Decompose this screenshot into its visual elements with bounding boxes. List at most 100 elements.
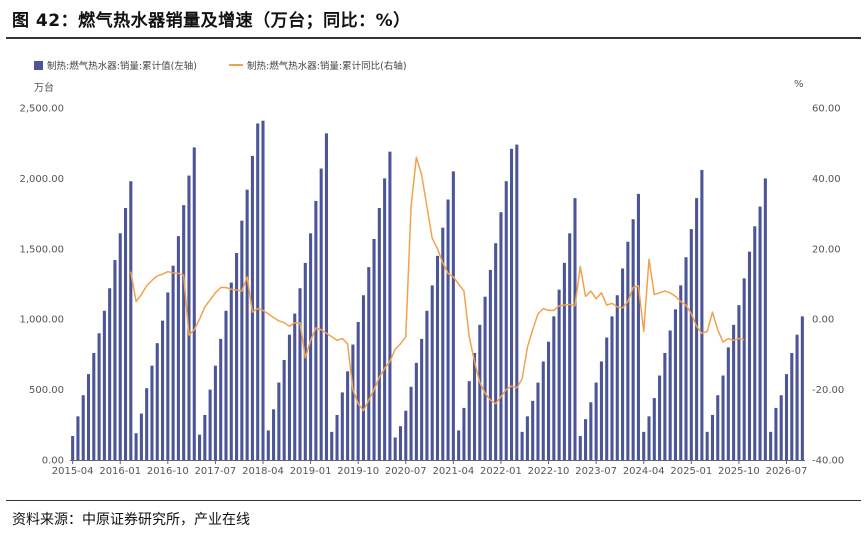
bar xyxy=(451,171,455,461)
bar xyxy=(441,227,445,460)
bar xyxy=(324,133,328,460)
x-tick-label: 2019-01 xyxy=(290,466,332,477)
bar xyxy=(568,233,572,460)
bar xyxy=(446,199,450,460)
bar xyxy=(134,433,138,460)
bar xyxy=(86,374,91,460)
bar xyxy=(716,395,720,460)
bar xyxy=(76,416,80,460)
bar xyxy=(631,219,635,460)
bar xyxy=(621,268,625,460)
bar xyxy=(129,181,133,460)
bar xyxy=(747,251,752,460)
bar xyxy=(139,413,143,460)
bar xyxy=(150,365,154,460)
legend-label-line: 制热:燃气热水器:销量:累计同比(右轴) xyxy=(247,61,407,72)
bar xyxy=(494,243,498,460)
bar xyxy=(256,123,260,461)
bar xyxy=(145,388,149,460)
bar xyxy=(330,431,334,460)
bar xyxy=(335,414,339,460)
bar xyxy=(710,414,714,460)
bar xyxy=(758,206,762,460)
x-tick-label: 2022-10 xyxy=(528,466,570,477)
bar xyxy=(721,375,725,460)
right-tick-label: 0.00 xyxy=(812,315,834,326)
left-tick-label: 1,000.00 xyxy=(19,315,64,326)
bar xyxy=(420,338,424,460)
bar xyxy=(552,316,556,460)
bar xyxy=(430,285,434,460)
bar xyxy=(536,382,540,460)
bar xyxy=(679,285,683,460)
bar xyxy=(663,352,667,460)
bar xyxy=(182,205,186,460)
bar xyxy=(108,288,112,460)
bar xyxy=(166,292,170,460)
bar xyxy=(102,310,106,460)
chart-legend: 制热:燃气热水器:销量:累计值(左轴) 制热:燃气热水器:销量:累计同比(右轴) xyxy=(34,58,407,72)
bar xyxy=(435,255,440,460)
bar xyxy=(605,337,609,460)
left-tick-label: 2,000.00 xyxy=(19,174,64,185)
bar xyxy=(346,371,350,460)
right-tick-label: 60.00 xyxy=(812,104,841,115)
x-tick-label: 2018-04 xyxy=(242,466,284,477)
bar xyxy=(541,361,545,460)
bar xyxy=(790,352,794,460)
x-tick-label: 2015-04 xyxy=(52,466,94,477)
bar xyxy=(742,278,746,460)
left-tick-label: 0.00 xyxy=(42,456,64,467)
legend-label-bars: 制热:燃气热水器:销量:累计值(左轴) xyxy=(47,61,198,72)
bar xyxy=(599,361,603,460)
bar xyxy=(277,382,281,460)
bar xyxy=(515,144,519,461)
bar xyxy=(684,257,688,460)
bar xyxy=(774,407,778,460)
bar xyxy=(224,310,228,460)
left-tick-label: 500.00 xyxy=(29,385,64,396)
x-tick-label: 2026-07 xyxy=(766,466,808,477)
bar xyxy=(594,382,598,460)
right-tick-label: 20.00 xyxy=(812,244,841,255)
right-axis-unit: % xyxy=(794,79,804,90)
bar xyxy=(573,198,577,461)
x-tick-label: 2021-04 xyxy=(432,466,474,477)
right-tick-label: -40.00 xyxy=(812,456,844,467)
bar xyxy=(303,262,307,460)
bar xyxy=(272,409,276,460)
chart-title: 图 42：燃气热水器销量及增速（万台；同比：%） xyxy=(12,11,411,31)
bar xyxy=(531,400,535,460)
bar xyxy=(499,212,503,460)
bar xyxy=(763,178,767,460)
bar xyxy=(615,295,619,460)
bar xyxy=(71,436,75,460)
source-note: 资料来源：中原证券研究所，产业在线 xyxy=(12,512,250,528)
bar xyxy=(504,181,508,460)
bar xyxy=(351,344,355,460)
bar xyxy=(118,233,122,460)
bar xyxy=(161,320,165,460)
bar xyxy=(377,207,381,460)
bar xyxy=(800,316,804,460)
bar xyxy=(425,310,429,460)
bar xyxy=(737,305,741,460)
bar xyxy=(123,207,128,460)
bar xyxy=(557,289,561,460)
bar xyxy=(219,338,223,460)
bar xyxy=(795,334,799,460)
bar xyxy=(361,295,366,460)
legend-line-swatch xyxy=(229,64,244,66)
left-tick-label: 2,500.00 xyxy=(19,104,64,115)
bar xyxy=(578,436,582,460)
x-tick-label: 2023-07 xyxy=(575,466,617,477)
bar xyxy=(779,395,783,460)
x-tick-label: 2024-04 xyxy=(623,466,665,477)
bar xyxy=(388,151,392,460)
bar xyxy=(589,402,593,460)
bar xyxy=(647,416,651,460)
x-tick-label: 2020-07 xyxy=(385,466,427,477)
left-axis-unit: 万台 xyxy=(34,83,54,94)
bar xyxy=(287,334,291,460)
bar xyxy=(235,253,239,460)
